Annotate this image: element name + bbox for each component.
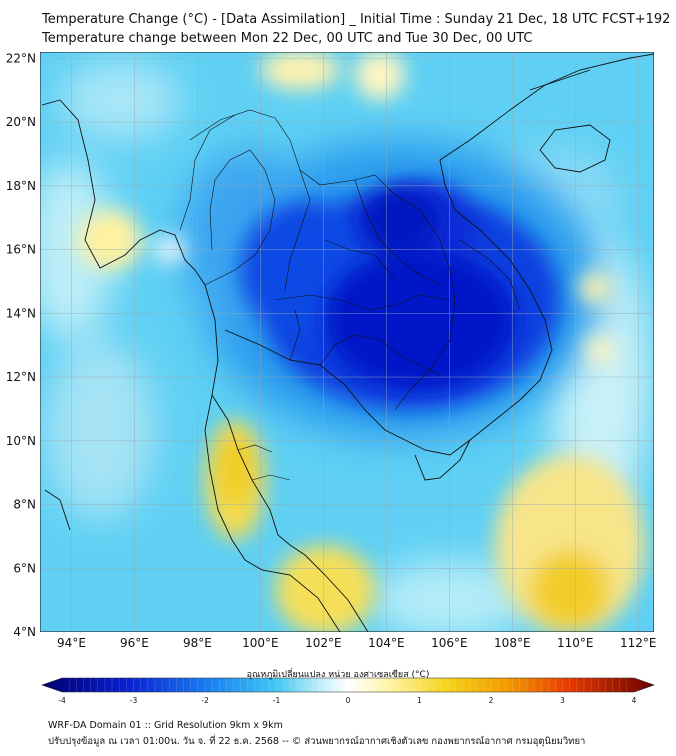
lat-label: 16°N [6,243,36,257]
lon-label: 110°E [557,636,594,650]
colorbar-tick-label: 1 [417,696,422,705]
lon-label: 100°E [242,636,279,650]
colorbar-tick-label: -1 [273,696,281,705]
longitude-labels: 94°E 96°E 98°E 100°E 102°E 104°E 106°E 108°E 110… [57,636,656,650]
colorbar-label: อุณหภูมิเปลี่ยนแปลง หน่วย องศาเซลเซียส (… [246,670,430,680]
map-subtitle: Temperature change between Mon 22 Dec, 0… [42,31,533,46]
footer-model-info: WRF-DA Domain 01 :: Grid Resolution 9km … [48,720,283,731]
country-borders [179,109,521,481]
lon-label: 102°E [305,636,342,650]
lat-label: 22°N [6,51,36,65]
colorbar-tick-label: -3 [130,696,138,705]
temperature-field [40,52,654,632]
colorbar: -4 -3 -2 -1 0 1 2 3 4 [41,677,655,705]
lon-label: 94°E [57,636,86,650]
lat-label: 14°N [6,306,36,320]
map-title: Temperature Change (°C) - [Data Assimila… [42,12,671,27]
lon-label: 104°E [368,636,405,650]
lat-label: 18°N [6,179,36,193]
lat-label: 12°N [6,370,36,384]
latitude-labels: 22°N 20°N 18°N 16°N 14°N 12°N 10°N 8°N 6°N 4°N [6,51,36,639]
colorbar-tick-label: 0 [346,696,351,705]
lat-label: 20°N [6,115,36,129]
lat-label: 10°N [6,434,36,448]
footer-credit: ปรับปรุงข้อมูล ณ เวลา 01:00น. วัน จ. ที่… [48,736,586,747]
lat-label: 4°N [13,625,36,639]
colorbar-tick-label: 2 [489,696,494,705]
colorbar-tick-label: -2 [201,696,209,705]
lon-label: 112°E [620,636,657,650]
colorbar-tick-label: -4 [58,696,66,705]
lon-label: 98°E [183,636,212,650]
lon-label: 106°E [431,636,468,650]
lat-label: 6°N [13,561,36,575]
lat-label: 8°N [13,498,36,512]
colorbar-tick-label: 3 [560,696,565,705]
colorbar-tick-label: 4 [632,696,637,705]
graticule [40,52,654,632]
colorbar-ticks: -4 -3 -2 -1 0 1 2 3 4 [58,696,636,705]
coastlines [41,53,654,632]
lon-label: 108°E [494,636,531,650]
lon-label: 96°E [120,636,149,650]
